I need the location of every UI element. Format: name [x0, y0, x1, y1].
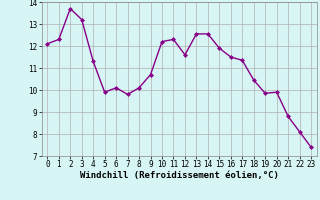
- X-axis label: Windchill (Refroidissement éolien,°C): Windchill (Refroidissement éolien,°C): [80, 171, 279, 180]
